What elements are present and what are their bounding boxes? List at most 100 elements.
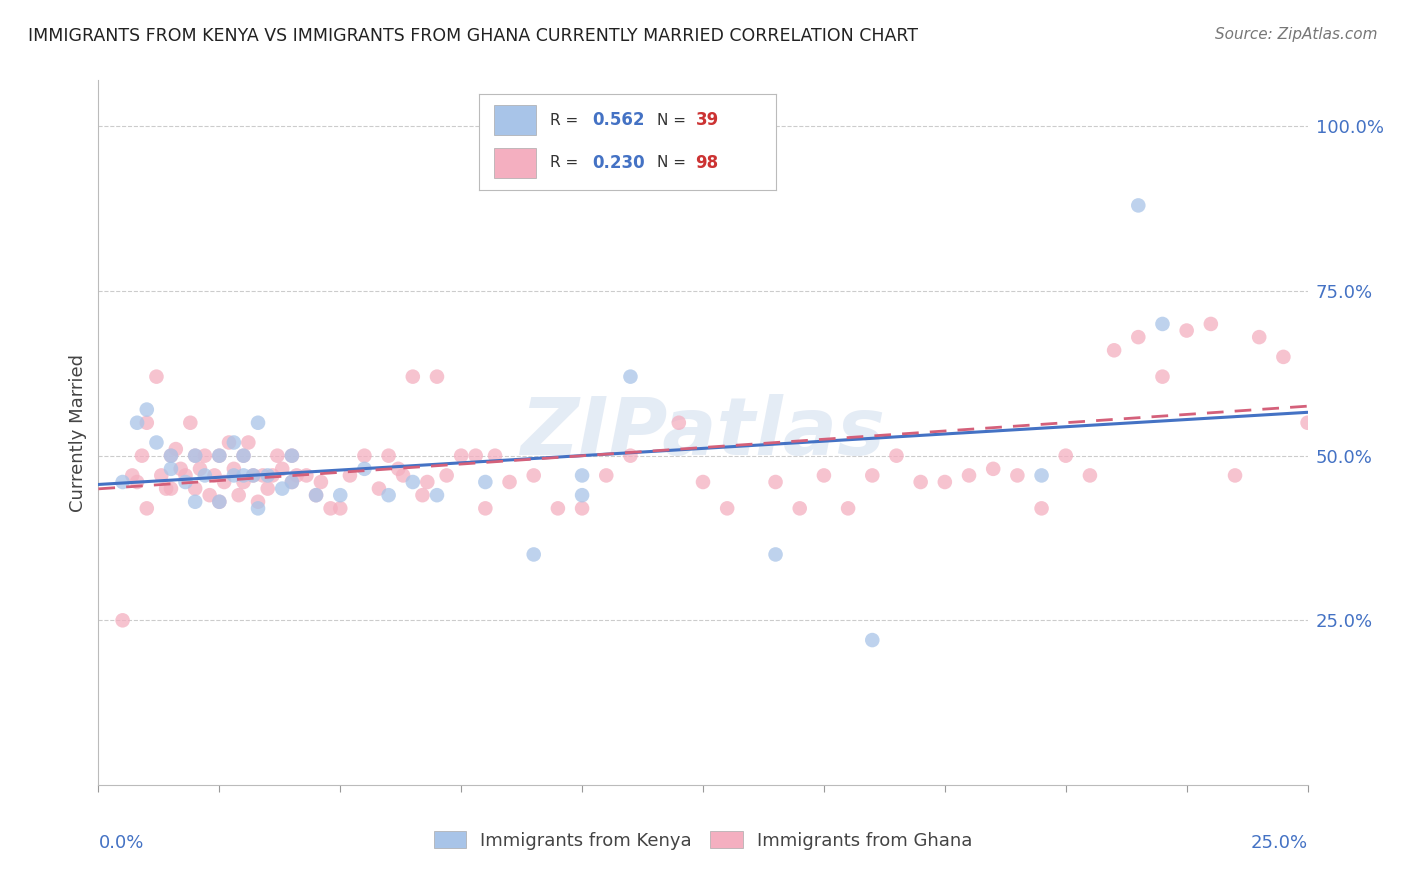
Point <box>121 468 143 483</box>
Point <box>160 449 183 463</box>
Point <box>1175 324 1198 338</box>
Point <box>184 449 207 463</box>
Point <box>981 462 1004 476</box>
Point <box>179 416 201 430</box>
Point <box>281 475 304 489</box>
Text: ZIPatlas: ZIPatlas <box>520 393 886 472</box>
Point <box>329 488 352 502</box>
Point <box>165 442 187 456</box>
Point <box>184 495 207 509</box>
Point <box>285 468 308 483</box>
Point <box>1199 317 1222 331</box>
Point <box>204 468 226 483</box>
Point <box>1078 468 1101 483</box>
Point <box>957 468 980 483</box>
Y-axis label: Currently Married: Currently Married <box>69 353 87 512</box>
Point <box>411 488 433 502</box>
Point <box>208 449 231 463</box>
Point <box>232 449 254 463</box>
Point <box>474 475 496 489</box>
Point <box>619 449 641 463</box>
Point <box>252 468 274 483</box>
Point <box>387 462 409 476</box>
Point <box>169 462 191 476</box>
Point <box>1272 350 1295 364</box>
Point <box>498 475 520 489</box>
Point <box>571 501 593 516</box>
Point <box>111 475 134 489</box>
Legend: Immigrants from Kenya, Immigrants from Ghana: Immigrants from Kenya, Immigrants from G… <box>426 824 980 857</box>
Point <box>402 369 425 384</box>
Point <box>910 475 932 489</box>
Point <box>184 449 207 463</box>
Point <box>127 475 149 489</box>
Point <box>934 475 956 489</box>
Point <box>135 402 157 417</box>
Point <box>765 548 787 562</box>
Point <box>305 488 328 502</box>
Point <box>484 449 506 463</box>
Point <box>1152 369 1174 384</box>
Point <box>426 488 449 502</box>
Point <box>860 633 883 648</box>
Point <box>464 449 486 463</box>
Point <box>319 501 342 516</box>
Point <box>160 462 183 476</box>
Point <box>247 416 270 430</box>
Point <box>377 488 399 502</box>
Point <box>281 449 304 463</box>
Point <box>1249 330 1271 344</box>
Text: 0.0%: 0.0% <box>98 834 143 852</box>
Point <box>1344 369 1367 384</box>
Text: Source: ZipAtlas.com: Source: ZipAtlas.com <box>1215 27 1378 42</box>
Point <box>547 501 569 516</box>
Point <box>222 462 245 476</box>
Point <box>886 449 908 463</box>
Point <box>368 482 391 496</box>
Point <box>131 449 153 463</box>
Point <box>208 449 231 463</box>
Point <box>295 468 318 483</box>
Point <box>329 501 352 516</box>
Point <box>174 468 197 483</box>
Point <box>184 482 207 496</box>
Point <box>247 495 270 509</box>
Point <box>392 468 415 483</box>
Point <box>208 495 231 509</box>
Point <box>1128 198 1150 212</box>
Point <box>194 449 217 463</box>
Point <box>571 488 593 502</box>
Point <box>174 475 197 489</box>
Point <box>692 475 714 489</box>
Point <box>198 488 221 502</box>
Point <box>232 468 254 483</box>
Point <box>150 468 173 483</box>
Point <box>145 435 167 450</box>
Point <box>256 482 278 496</box>
Point <box>212 475 235 489</box>
Point <box>789 501 811 516</box>
Point <box>271 462 294 476</box>
Point <box>1031 468 1053 483</box>
Point <box>716 501 738 516</box>
Point <box>247 501 270 516</box>
Point <box>155 482 177 496</box>
Point <box>668 416 690 430</box>
Point <box>218 435 240 450</box>
Point <box>305 488 328 502</box>
Point <box>765 475 787 489</box>
Point <box>339 468 361 483</box>
Point <box>242 468 264 483</box>
Point <box>523 548 546 562</box>
Point <box>474 501 496 516</box>
Point <box>1152 317 1174 331</box>
Point <box>160 482 183 496</box>
Point <box>426 369 449 384</box>
Point <box>222 468 245 483</box>
Point <box>256 468 278 483</box>
Point <box>194 468 217 483</box>
Point <box>127 416 149 430</box>
Point <box>208 495 231 509</box>
Point <box>1369 336 1392 351</box>
Point <box>450 449 472 463</box>
